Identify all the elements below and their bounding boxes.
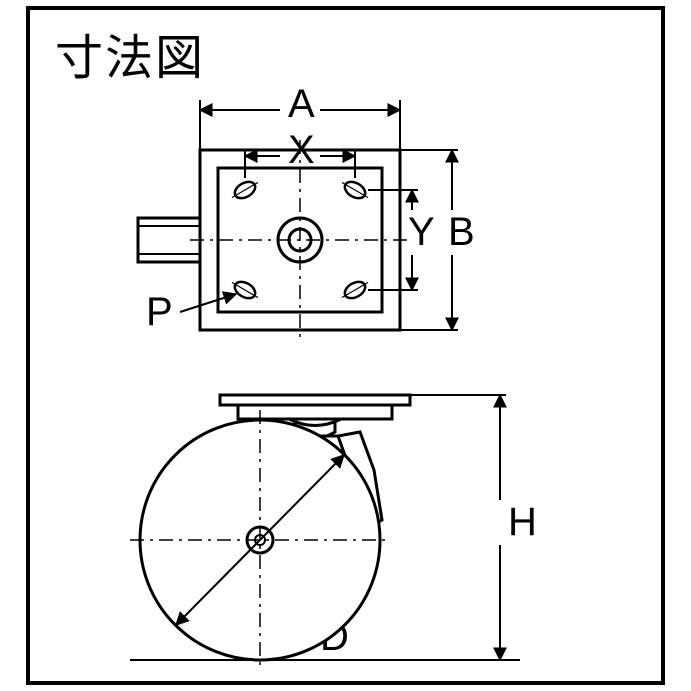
top-view (138, 100, 458, 340)
diagram-canvas: 寸法図 A X Y B P H D (0, 0, 691, 691)
mounting-hole (229, 176, 262, 203)
mounting-hole (339, 276, 372, 303)
mounting-hole (339, 176, 372, 203)
side-view (130, 395, 520, 668)
mounting-hole (229, 276, 262, 303)
diagram-svg (0, 0, 691, 691)
